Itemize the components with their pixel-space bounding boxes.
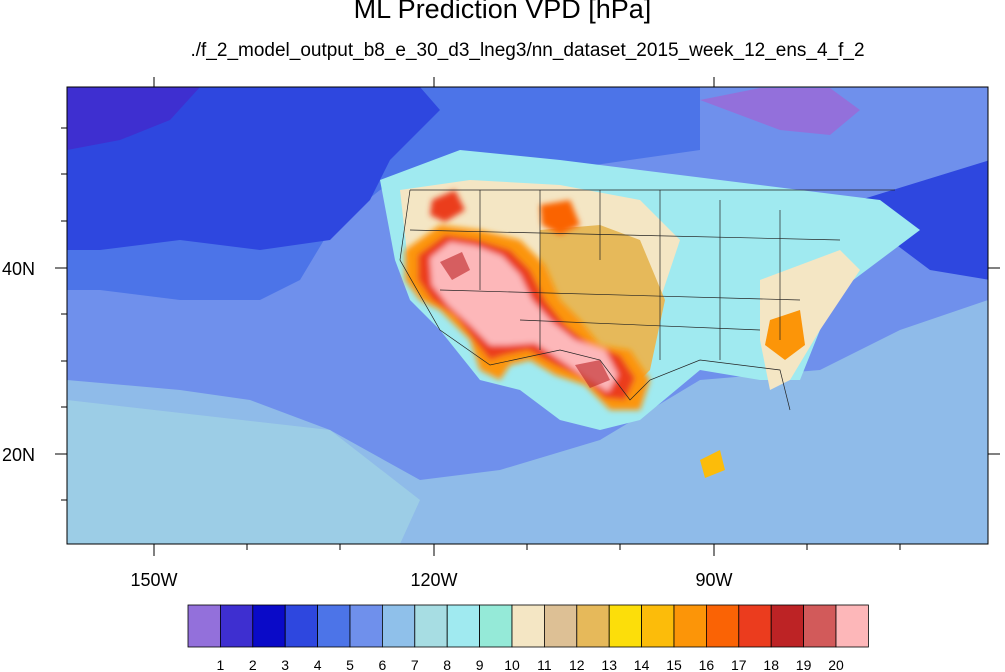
band-16-georgia (765, 310, 805, 360)
colorbar-label: 15 (666, 657, 682, 672)
lat-label-40n: 40N (2, 259, 35, 279)
colorbar-swatch (381, 604, 416, 648)
colorbar-label: 13 (601, 657, 617, 672)
colorbar-label: 3 (281, 657, 289, 672)
colorbar-label: 20 (828, 657, 844, 672)
lat-label-20n: 20N (2, 445, 35, 465)
colorbar-swatch (511, 604, 545, 648)
colorbar-swatch (835, 604, 869, 648)
colorbar-swatch (576, 604, 610, 648)
colorbar-swatch (219, 604, 254, 648)
colorbar-swatch (446, 604, 481, 648)
colorbar-swatch (608, 604, 643, 648)
borders (399, 189, 895, 411)
colorbar-label: 18 (763, 657, 779, 672)
colorbar-label: 1 (217, 657, 225, 672)
colorbar-label: 19 (796, 657, 812, 672)
band-15-mexico-spot (700, 450, 725, 478)
band-7-pacific (67, 400, 420, 544)
colorbar-label: 14 (634, 657, 650, 672)
vpd-field (67, 87, 988, 544)
lon-ticks (153, 77, 901, 556)
map-subtitle: ./f_2_model_output_b8_e_30_d3_lneg3/nn_d… (190, 40, 865, 61)
colorbar-label: 2 (249, 657, 257, 672)
colorbar-swatch (414, 604, 448, 648)
colorbar-swatch (673, 604, 707, 648)
band-1-north (700, 88, 860, 135)
colorbar-label: 8 (443, 657, 451, 672)
colorbar-label: 4 (314, 657, 322, 672)
band-2 (67, 87, 200, 150)
lon-label-90w: 90W (695, 570, 732, 590)
colorbar-label: 9 (476, 657, 484, 672)
colorbar-swatch (252, 604, 286, 648)
colorbar-label: 11 (537, 657, 552, 672)
colorbar-swatch (284, 604, 319, 648)
band-4-atlantic (860, 160, 988, 280)
colorbar-swatch (349, 604, 383, 648)
map-title: ML Prediction VPD [hPa] (353, 0, 652, 24)
colorbar-swatch (479, 604, 513, 648)
colorbar-label: 16 (699, 657, 715, 672)
colorbar-label: 10 (504, 657, 520, 672)
band-18-north (430, 190, 465, 222)
band-17-north (540, 200, 580, 235)
colorbar-swatch (803, 604, 837, 648)
band-19-spot1 (440, 252, 470, 280)
lon-label-120w: 120W (410, 570, 457, 590)
colorbar-swatch (706, 604, 740, 648)
colorbar-swatch (641, 604, 675, 648)
colorbar-swatch (317, 604, 351, 648)
colorbar-label: 7 (411, 657, 419, 672)
colorbar-swatch (187, 604, 221, 648)
colorbar-swatch (738, 604, 772, 648)
lon-label-150w: 150W (130, 570, 177, 590)
band-4 (67, 87, 440, 250)
colorbar-label: 6 (379, 657, 387, 672)
lat-ticks (55, 127, 1000, 501)
colorbar-swatch (770, 604, 805, 648)
colorbar-label: 12 (569, 657, 585, 672)
colorbar: 1 2 3 4 5 6 7 8 9 10 11 12 13 14 15 16 17 18 19 20 (187, 604, 869, 672)
band-20 (430, 242, 618, 392)
colorbar-label: 17 (731, 657, 747, 672)
colorbar-swatch (544, 604, 578, 648)
band-19-spot2 (575, 360, 610, 388)
colorbar-label: 5 (346, 657, 354, 672)
